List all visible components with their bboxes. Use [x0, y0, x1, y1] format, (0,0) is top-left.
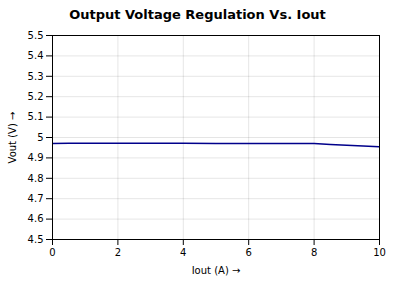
svg-text:0: 0 [49, 247, 55, 258]
svg-text:Vout (V) →: Vout (V) → [7, 112, 18, 164]
svg-text:4: 4 [180, 247, 186, 258]
svg-text:5.1: 5.1 [28, 111, 44, 122]
svg-text:4.8: 4.8 [28, 173, 44, 184]
svg-text:Iout (A) →: Iout (A) → [192, 265, 241, 276]
html-text:Output Voltage Regulation Vs.: Output Voltage Regulation Vs. Iout [69, 7, 326, 22]
svg-text:10: 10 [373, 247, 386, 258]
svg-text:4.5: 4.5 [28, 234, 44, 245]
svg-text:8: 8 [311, 247, 317, 258]
svg-text:5.2: 5.2 [28, 91, 44, 102]
svg-text:5.3: 5.3 [28, 71, 44, 82]
svg-text:5.4: 5.4 [28, 50, 44, 61]
svg-text:4.6: 4.6 [28, 213, 44, 224]
svg-text:6: 6 [246, 247, 252, 258]
svg-text:5: 5 [37, 132, 43, 143]
svg-text:5.5: 5.5 [28, 30, 44, 41]
svg-text:2: 2 [115, 247, 121, 258]
svg-text:4.9: 4.9 [28, 152, 44, 163]
svg-text:4.7: 4.7 [28, 193, 44, 204]
